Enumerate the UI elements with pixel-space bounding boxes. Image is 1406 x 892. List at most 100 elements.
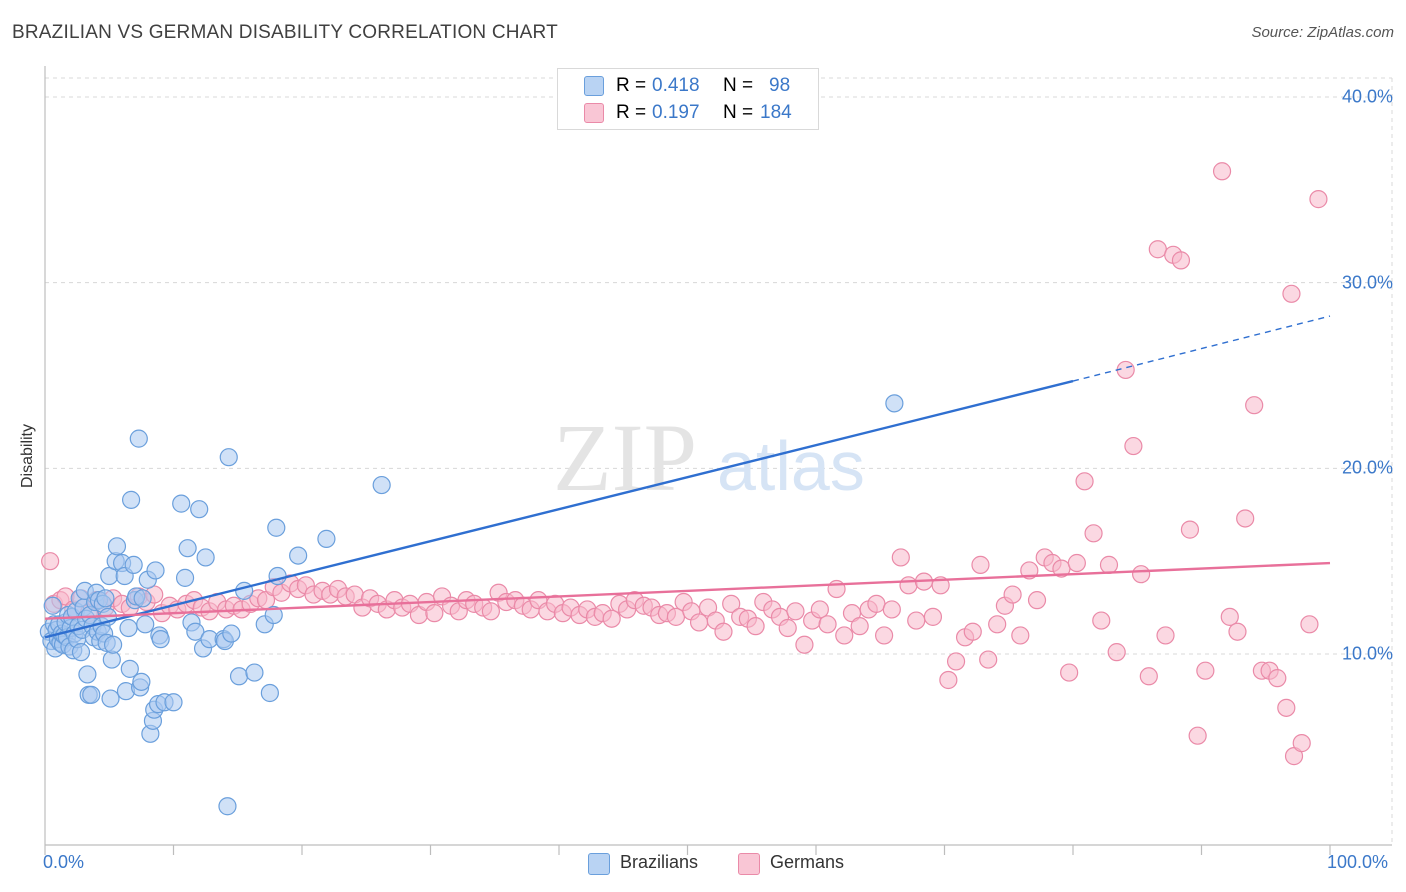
german-point xyxy=(722,594,741,613)
brazilian-point xyxy=(96,589,115,608)
stat-n-label-1: N = xyxy=(723,75,754,96)
brazilian-point xyxy=(264,605,283,625)
pink-swatch-icon xyxy=(584,103,604,123)
trend-lines xyxy=(44,315,1331,639)
y-tick-label-20: 20.0% xyxy=(1341,457,1393,478)
blue-swatch-icon xyxy=(584,76,604,96)
brazilian-point xyxy=(104,635,123,654)
german-point xyxy=(1212,162,1232,181)
chart-title: BRAZILIAN VS GERMAN DISABILITY CORRELATI… xyxy=(12,22,558,43)
watermark: ZIP atlas xyxy=(553,404,865,511)
x-tick-label-min: 0.0% xyxy=(43,852,85,872)
german-point xyxy=(786,602,805,621)
german-point xyxy=(1180,520,1200,539)
brazilian-point xyxy=(124,555,143,574)
y-tick-label-10: 10.0% xyxy=(1341,643,1393,664)
y-tick-label-40: 40.0% xyxy=(1341,86,1393,107)
german-point xyxy=(1268,669,1287,688)
german-point xyxy=(1228,622,1247,641)
german-point xyxy=(882,600,901,619)
german-point xyxy=(810,600,829,619)
german-point xyxy=(1171,251,1191,270)
brazilian-point xyxy=(245,663,264,682)
german-point xyxy=(746,617,765,636)
x-tick-label-max: 100.0% xyxy=(1327,852,1389,872)
german-point xyxy=(1092,611,1111,630)
brazilian-point xyxy=(146,561,165,580)
brazilian-point xyxy=(164,693,183,712)
brazilian-point xyxy=(129,429,148,448)
brazilian-point xyxy=(82,685,101,704)
german-point xyxy=(795,635,814,654)
brazilian-point xyxy=(119,618,138,638)
german-point xyxy=(1282,284,1301,303)
german-point xyxy=(1236,509,1255,528)
stat-r-label-2: R = xyxy=(616,102,647,123)
stat-n-value-2: 184 xyxy=(760,102,792,123)
source-label: Source: ZipAtlas.com xyxy=(1251,24,1394,41)
german-point xyxy=(891,548,910,567)
brazilian-point xyxy=(222,624,241,643)
german-point xyxy=(1011,626,1030,645)
brazilian-point xyxy=(43,596,62,615)
germans-trend-line xyxy=(44,561,1331,620)
german-point xyxy=(988,615,1007,634)
stat-n-value-1: 98 xyxy=(769,75,791,96)
german-point xyxy=(1148,240,1167,259)
german-point xyxy=(1300,615,1319,634)
german-point xyxy=(971,555,990,574)
brazilian-point xyxy=(121,490,141,509)
german-point xyxy=(1003,585,1022,604)
german-point xyxy=(1188,726,1207,745)
legend-germans-swatch-icon xyxy=(738,853,760,875)
german-point xyxy=(481,602,500,621)
german-point xyxy=(946,652,966,671)
stat-r-value-2: 0.197 xyxy=(652,102,700,123)
brazilian-point xyxy=(133,589,152,608)
german-point xyxy=(1139,667,1158,686)
brazilian-point xyxy=(101,689,120,708)
german-point xyxy=(1084,524,1103,543)
german-point xyxy=(425,604,444,623)
german-point xyxy=(689,613,709,632)
brazilians-trend-line xyxy=(44,379,1074,639)
brazilian-point xyxy=(136,615,155,634)
german-point xyxy=(923,607,943,626)
brazilian-point xyxy=(289,546,308,565)
german-point xyxy=(1067,553,1086,573)
legend-brazilians-label: Brazilians xyxy=(620,852,699,872)
brazilian-point xyxy=(186,622,205,641)
brazilians-trend-extension xyxy=(1072,315,1331,382)
brazilian-point xyxy=(107,537,127,556)
german-point xyxy=(1027,591,1047,610)
axes xyxy=(44,66,1392,855)
german-point xyxy=(1292,734,1311,753)
german-point xyxy=(867,594,886,613)
german-point xyxy=(899,576,918,595)
stats-box: R = 0.418 N = 98 R = 0.197 N = 184 xyxy=(557,68,819,130)
german-point xyxy=(778,618,797,638)
stat-r-value-1: 0.418 xyxy=(652,75,700,96)
brazilian-point xyxy=(178,539,197,558)
brazilian-point xyxy=(190,500,209,519)
brazilian-point xyxy=(71,643,91,662)
brazilian-point xyxy=(267,518,286,537)
german-point xyxy=(41,552,60,571)
brazilian-point xyxy=(317,529,336,548)
brazilian-point xyxy=(132,672,151,691)
german-point xyxy=(1075,472,1094,491)
german-point xyxy=(1099,555,1119,574)
german-point xyxy=(602,609,621,628)
legend-germans-label: Germans xyxy=(770,852,845,872)
brazilian-point xyxy=(196,548,215,567)
german-point xyxy=(1277,698,1296,717)
brazilian-point xyxy=(260,683,279,703)
stat-r-label-1: R = xyxy=(616,75,647,96)
brazilian-point xyxy=(235,581,254,600)
german-point xyxy=(714,622,733,641)
brazilian-point xyxy=(172,494,191,513)
brazilian-point xyxy=(372,475,391,495)
german-point xyxy=(1309,190,1328,209)
german-point xyxy=(1132,565,1151,584)
